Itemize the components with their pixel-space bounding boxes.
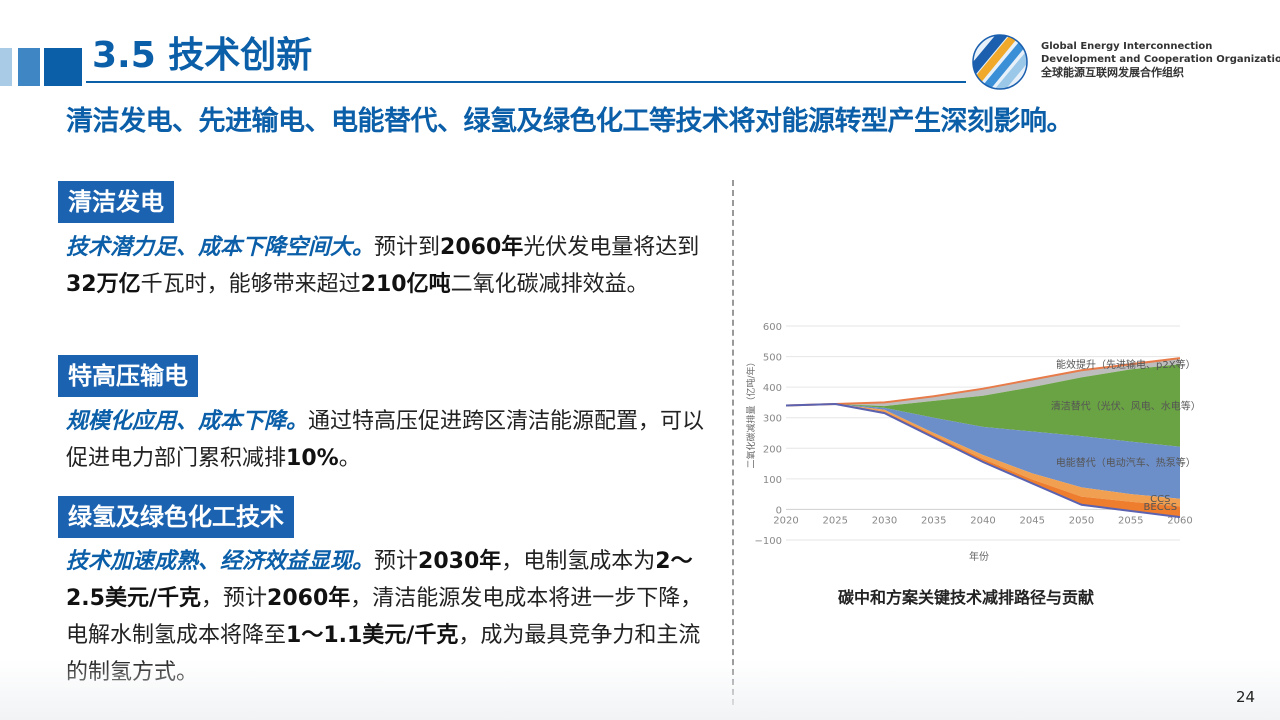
area-series-4	[786, 404, 1180, 518]
series-label-3: CCS	[1150, 494, 1170, 505]
slide-subtitle: 清洁发电、先进输电、电能替代、绿氢及绿色化工等技术将对能源转型产生深刻影响。	[66, 106, 1074, 137]
chart-caption: 碳中和方案关键技术减排路径与贡献	[838, 588, 1095, 607]
slide-title: 3.5 技术创新	[92, 35, 313, 76]
series-label-2: 电能替代（电动汽车、热泵等）	[1056, 456, 1196, 469]
body-text: ，清洁能源发电成本将进一步下降，电解水制氢成本将降至	[66, 586, 703, 648]
y-tick-label: 600	[763, 322, 782, 333]
tag-green-hydrogen: 绿氢及绿色化工技术	[58, 496, 294, 538]
area-series-1	[786, 364, 1180, 447]
area-series-3	[786, 404, 1180, 507]
header-deco-bar-mid	[18, 48, 40, 86]
emission-reduction-chart: 600 500 400 300 200 100 0 −100 2020 2025 2030 2035 2…	[745, 322, 1201, 563]
logo-text-en-1: Global Energy Interconnection	[1041, 41, 1213, 52]
highlight-value: 2060年	[440, 235, 524, 260]
globe-logo-icon	[972, 34, 1028, 90]
body-text: 预计	[374, 549, 419, 574]
header-deco-bar-dark	[44, 48, 82, 86]
x-tick-label: 2025	[823, 515, 848, 526]
y-tick-label: −100	[755, 536, 782, 547]
body-text: 二氧化碳减排效益。	[450, 272, 649, 297]
highlight-value: 10%	[286, 446, 339, 471]
highlight-value: 2～2.5美元/千克	[66, 549, 693, 611]
y-axis-title: 二氧化碳减排量（亿吨/年）	[745, 357, 757, 468]
lead-text: 技术加速成熟、经济效益显现。	[66, 549, 375, 574]
highlight-value: 2030年	[418, 549, 502, 574]
header-deco-bar-light	[0, 48, 12, 86]
highlight-value: 2060年	[267, 586, 351, 611]
y-tick-label: 500	[763, 353, 782, 364]
lead-text: 技术潜力足、成本下降空间大。	[66, 235, 375, 260]
highlight-value: 1～1.1美元/千克	[286, 623, 459, 648]
x-axis-title: 年份	[969, 550, 989, 563]
net-emission-line	[785, 402, 1181, 519]
y-tick-label: 400	[763, 383, 782, 394]
x-tick-label: 2040	[970, 515, 995, 526]
series-label-4: BECCS	[1144, 502, 1178, 513]
body-text: 光伏发电量将达到	[523, 235, 700, 260]
x-tick-label: 2030	[872, 515, 897, 526]
logo-text-en-2: Development and Cooperation Organization	[1041, 54, 1280, 65]
logo-text-cn: 全球能源互联网发展合作组织	[1041, 66, 1184, 79]
body-text: 千瓦时，能够带来超过	[140, 272, 361, 297]
x-tick-label: 2020	[773, 515, 798, 526]
tag-uhv-transmission: 特高压输电	[58, 355, 198, 397]
para-uhv-transmission: 规模化应用、成本下降。通过特高压促进跨区清洁能源配置，可以促进电力部门累积减排1…	[66, 403, 716, 477]
body-text: ，电制氢成本为	[501, 549, 656, 574]
tag-clean-generation: 清洁发电	[58, 181, 174, 223]
y-tick-label: 200	[763, 444, 782, 455]
x-tick-label: 2055	[1118, 515, 1143, 526]
y-tick-label: 300	[763, 414, 782, 425]
lead-text: 规模化应用、成本下降。	[66, 409, 309, 434]
title-underline	[86, 81, 966, 83]
body-text: 预计到	[374, 235, 441, 260]
para-clean-generation: 技术潜力足、成本下降空间大。预计到2060年光伏发电量将达到 32万亿千瓦时，能够…	[66, 229, 716, 303]
series-label-0: 能效提升（先进输电、p2X等）	[1056, 358, 1196, 371]
footer-band	[0, 660, 1280, 720]
page-number: 24	[1236, 688, 1256, 706]
column-divider	[732, 180, 734, 705]
body-text: ，预计	[201, 586, 268, 611]
body-text: 通过特高压促进跨区清洁能源配置，可以促进电力部门累积减排	[66, 409, 705, 471]
y-tick-label: 100	[763, 475, 782, 486]
body-text: 。	[338, 446, 361, 471]
x-tick-label: 2050	[1069, 515, 1094, 526]
series-label-1: 清洁替代（光伏、风电、水电等）	[1051, 399, 1201, 412]
highlight-value: 210亿吨	[360, 272, 451, 297]
highlight-value: 32万亿	[66, 272, 141, 297]
x-tick-label: 2060	[1167, 515, 1192, 526]
area-series-2	[786, 404, 1180, 499]
baseline-emission-line	[785, 357, 1181, 407]
y-tick-label: 0	[776, 505, 782, 516]
x-tick-label: 2045	[1020, 515, 1045, 526]
x-tick-label: 2035	[921, 515, 946, 526]
